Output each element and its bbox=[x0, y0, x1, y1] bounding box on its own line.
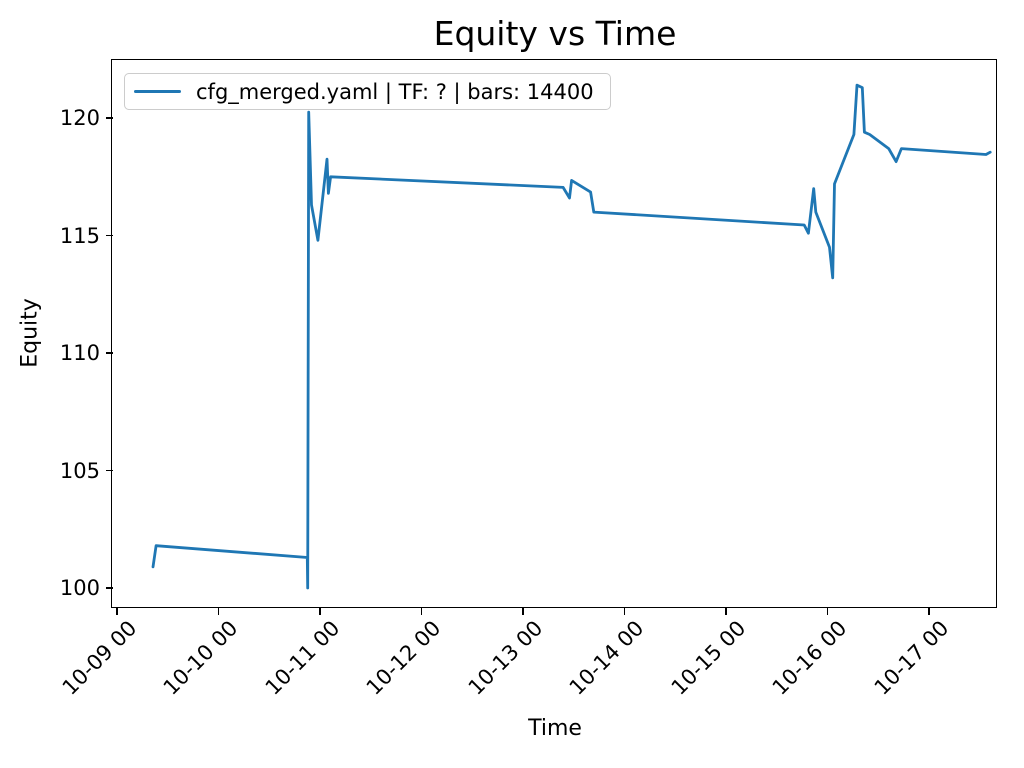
y-tick-mark bbox=[106, 352, 113, 354]
y-tick-mark bbox=[106, 587, 113, 589]
y-tick-mark bbox=[106, 469, 113, 472]
x-tick-mark bbox=[928, 608, 930, 615]
legend: cfg_merged.yaml | TF: ? | bars: 14400 bbox=[124, 73, 611, 110]
x-tick-mark bbox=[623, 608, 626, 615]
y-axis-label: Equity bbox=[17, 298, 43, 368]
x-tick-label: 10-14 00 bbox=[564, 616, 649, 700]
legend-line-sample-icon bbox=[134, 89, 181, 94]
x-tick-mark bbox=[116, 608, 118, 615]
x-tick-label: 10-09 00 bbox=[57, 616, 142, 700]
x-tick-mark bbox=[725, 608, 727, 615]
legend-label: cfg_merged.yaml | TF: ? | bars: 14400 bbox=[196, 79, 594, 104]
y-tick-label: 105 bbox=[59, 458, 100, 483]
x-tick-mark bbox=[420, 608, 423, 615]
x-tick-label: 10-10 00 bbox=[158, 616, 243, 700]
x-tick-label: 10-15 00 bbox=[666, 616, 750, 700]
x-tick-label: 10-13 00 bbox=[463, 616, 547, 700]
x-tick-label: 10-17 00 bbox=[869, 616, 953, 700]
y-tick-mark bbox=[106, 117, 113, 119]
y-tick-mark bbox=[106, 234, 113, 237]
x-tick-mark bbox=[826, 608, 829, 615]
y-tick-label: 110 bbox=[59, 341, 100, 366]
x-tick-mark bbox=[217, 608, 220, 615]
equity-line-plot bbox=[151, 83, 992, 590]
x-tick-label: 10-11 00 bbox=[260, 616, 344, 700]
y-tick-label: 115 bbox=[59, 223, 100, 248]
x-axis-label: Time bbox=[528, 716, 582, 741]
x-tick-label: 10-16 00 bbox=[767, 616, 852, 700]
y-tick-label: 100 bbox=[59, 576, 100, 601]
x-tick-mark bbox=[319, 608, 321, 615]
x-tick-mark bbox=[522, 608, 524, 615]
plot-area bbox=[111, 59, 997, 608]
y-tick-label: 120 bbox=[59, 106, 100, 131]
x-tick-label: 10-12 00 bbox=[361, 616, 446, 700]
chart-title: Equity vs Time bbox=[433, 14, 677, 53]
equity-line bbox=[151, 83, 992, 590]
